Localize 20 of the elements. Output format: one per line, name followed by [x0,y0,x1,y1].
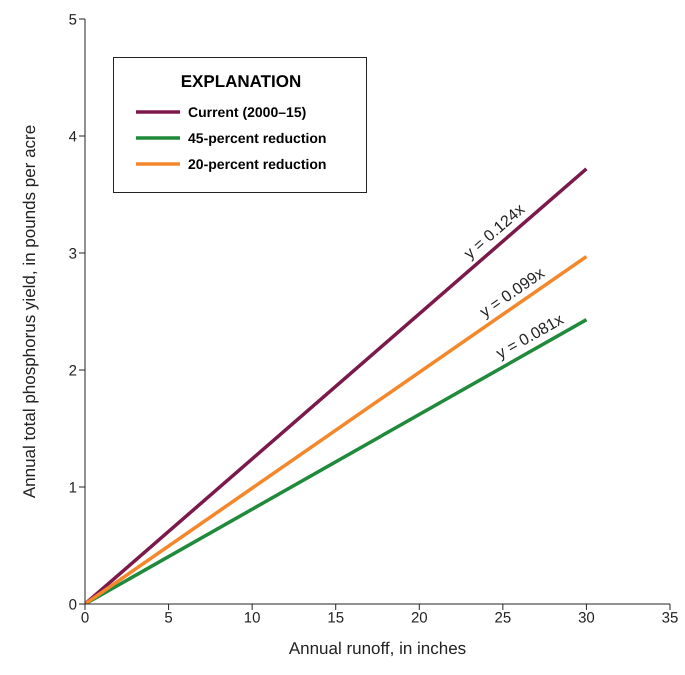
x-tick-label: 15 [327,610,344,627]
y-tick-label: 4 [68,128,77,146]
y-tick-label: 3 [68,245,77,262]
legend-label: Current (2000–15) [188,104,306,120]
y-axis-title: Annual total phosphorus yield, in pounds per acre [20,124,40,498]
x-axis-title: Annual runoff, in inches [288,639,466,658]
legend-title: EXPLANATION [180,72,302,92]
x-tick-label: 20 [410,610,428,627]
y-tick-label: 2 [68,362,77,380]
x-tick-label: 5 [164,610,173,627]
x-tick-label: 25 [494,610,512,627]
y-tick-label: 1 [68,479,77,496]
x-tick-label: 10 [244,610,260,627]
legend-label: 45-percent reduction [188,130,326,146]
y-tick-label: 5 [68,11,77,28]
x-tick-label: 0 [80,610,90,627]
y-tick-label: 0 [68,596,77,614]
x-tick-label: 30 [578,610,595,627]
legend-label: 20-percent reduction [188,156,326,172]
x-tick-label: 35 [662,610,678,627]
